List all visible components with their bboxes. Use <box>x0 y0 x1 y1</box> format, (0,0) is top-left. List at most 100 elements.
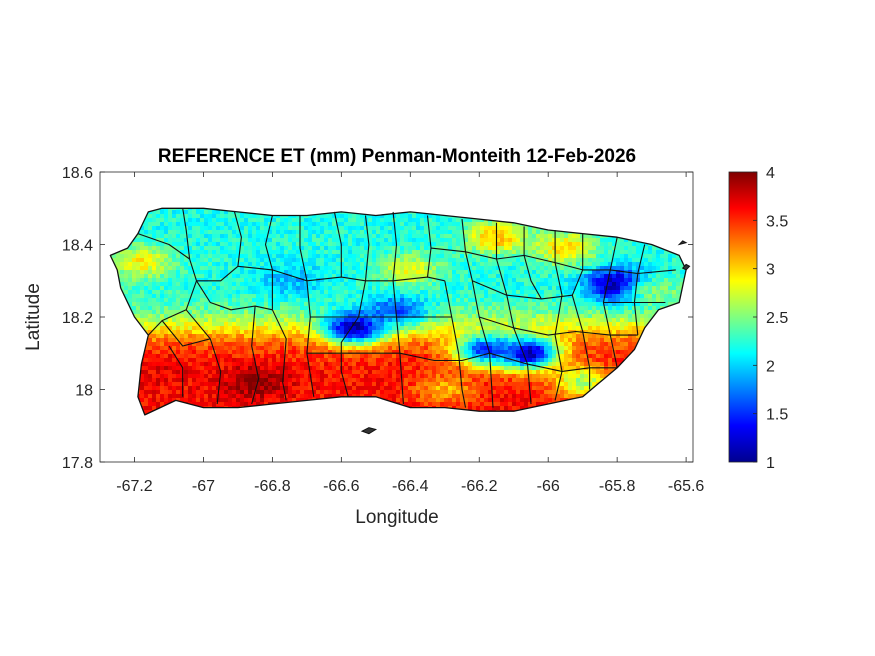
heatmap-cell <box>276 326 281 331</box>
heatmap-cell <box>548 294 553 299</box>
heatmap-cell <box>252 298 257 303</box>
heatmap-cell <box>176 250 181 255</box>
heatmap-cell <box>444 270 449 275</box>
heatmap-cell <box>516 246 521 251</box>
heatmap-cell <box>456 294 461 299</box>
heatmap-cell <box>380 214 385 219</box>
heatmap-cell <box>488 322 493 327</box>
heatmap-cell <box>268 266 273 271</box>
heatmap-cell <box>664 270 669 275</box>
heatmap-cell <box>536 262 541 267</box>
heatmap-cell <box>440 274 445 279</box>
heatmap-cell <box>492 270 497 275</box>
heatmap-cell <box>304 318 309 323</box>
heatmap-cell <box>364 290 369 295</box>
heatmap-cell <box>200 246 205 251</box>
heatmap-cell <box>624 310 629 315</box>
heatmap-cell <box>320 282 325 287</box>
heatmap-cell <box>364 262 369 267</box>
heatmap-cell <box>492 306 497 311</box>
heatmap-cell <box>284 330 289 335</box>
heatmap-cell <box>332 234 337 239</box>
heatmap-cell <box>372 318 377 323</box>
heatmap-cell <box>596 278 601 283</box>
heatmap-cell <box>184 262 189 267</box>
heatmap-cell <box>516 318 521 323</box>
heatmap-cell <box>228 214 233 219</box>
heatmap-cell <box>336 310 341 315</box>
heatmap-cell <box>164 326 169 331</box>
heatmap-cell <box>492 254 497 259</box>
heatmap-cell <box>396 222 401 227</box>
heatmap-cell <box>456 326 461 331</box>
heatmap-cell <box>348 226 353 231</box>
heatmap-cell <box>540 234 545 239</box>
heatmap-cell <box>568 278 573 283</box>
heatmap-cell <box>328 238 333 243</box>
heatmap-cell <box>424 250 429 255</box>
heatmap-cell <box>528 230 533 235</box>
heatmap-cell <box>284 294 289 299</box>
heatmap-cell <box>400 314 405 319</box>
heatmap-cell <box>480 314 485 319</box>
heatmap-cell <box>540 298 545 303</box>
heatmap-cell <box>192 214 197 219</box>
heatmap-cell <box>208 330 213 335</box>
heatmap-cell <box>236 318 241 323</box>
heatmap-cell <box>376 218 381 223</box>
heatmap-cell <box>408 310 413 315</box>
heatmap-cell <box>160 218 165 223</box>
heatmap-cell <box>184 258 189 263</box>
heatmap-cell <box>528 310 533 315</box>
heatmap-cell <box>412 306 417 311</box>
heatmap-cell <box>240 270 245 275</box>
heatmap-cell <box>568 306 573 311</box>
heatmap-cell <box>180 234 185 239</box>
heatmap-cell <box>408 302 413 307</box>
heatmap-cell <box>448 258 453 263</box>
heatmap-cell <box>188 314 193 319</box>
heatmap-cell <box>232 290 237 295</box>
heatmap-cell <box>384 234 389 239</box>
heatmap-cell <box>404 278 409 283</box>
heatmap-cell <box>240 318 245 323</box>
heatmap-cell <box>208 234 213 239</box>
heatmap-cell <box>456 238 461 243</box>
heatmap-cell <box>224 230 229 235</box>
heatmap-cell <box>232 214 237 219</box>
heatmap-cell <box>660 286 665 291</box>
heatmap-cell <box>240 314 245 319</box>
heatmap-cell <box>276 302 281 307</box>
heatmap-cell <box>404 286 409 291</box>
heatmap-cell <box>512 310 517 315</box>
heatmap-cell <box>420 294 425 299</box>
heatmap-cell <box>568 294 573 299</box>
heatmap-cell <box>420 222 425 227</box>
heatmap-cell <box>260 318 265 323</box>
heatmap-cell <box>660 266 665 271</box>
heatmap-cell <box>564 234 569 239</box>
heatmap-cell <box>280 246 285 251</box>
heatmap-cell <box>360 254 365 259</box>
heatmap-cell <box>352 238 357 243</box>
heatmap-cell <box>420 318 425 323</box>
heatmap-cell <box>184 330 189 335</box>
heatmap-cell <box>448 298 453 303</box>
heatmap-cell <box>192 250 197 255</box>
heatmap-cell <box>288 290 293 295</box>
heatmap-cell <box>268 218 273 223</box>
heatmap-cell <box>132 254 137 259</box>
heatmap-cell <box>260 214 265 219</box>
heatmap-cell <box>568 242 573 247</box>
heatmap-cell <box>248 322 253 327</box>
heatmap-cell <box>264 254 269 259</box>
heatmap-cell <box>428 218 433 223</box>
heatmap-cell <box>172 238 177 243</box>
heatmap-cell <box>184 278 189 283</box>
heatmap-cell <box>540 254 545 259</box>
heatmap-cell <box>128 262 133 267</box>
heatmap-cell <box>536 314 541 319</box>
heatmap-cell <box>556 246 561 251</box>
heatmap-cell <box>212 258 217 263</box>
heatmap-cell <box>388 314 393 319</box>
